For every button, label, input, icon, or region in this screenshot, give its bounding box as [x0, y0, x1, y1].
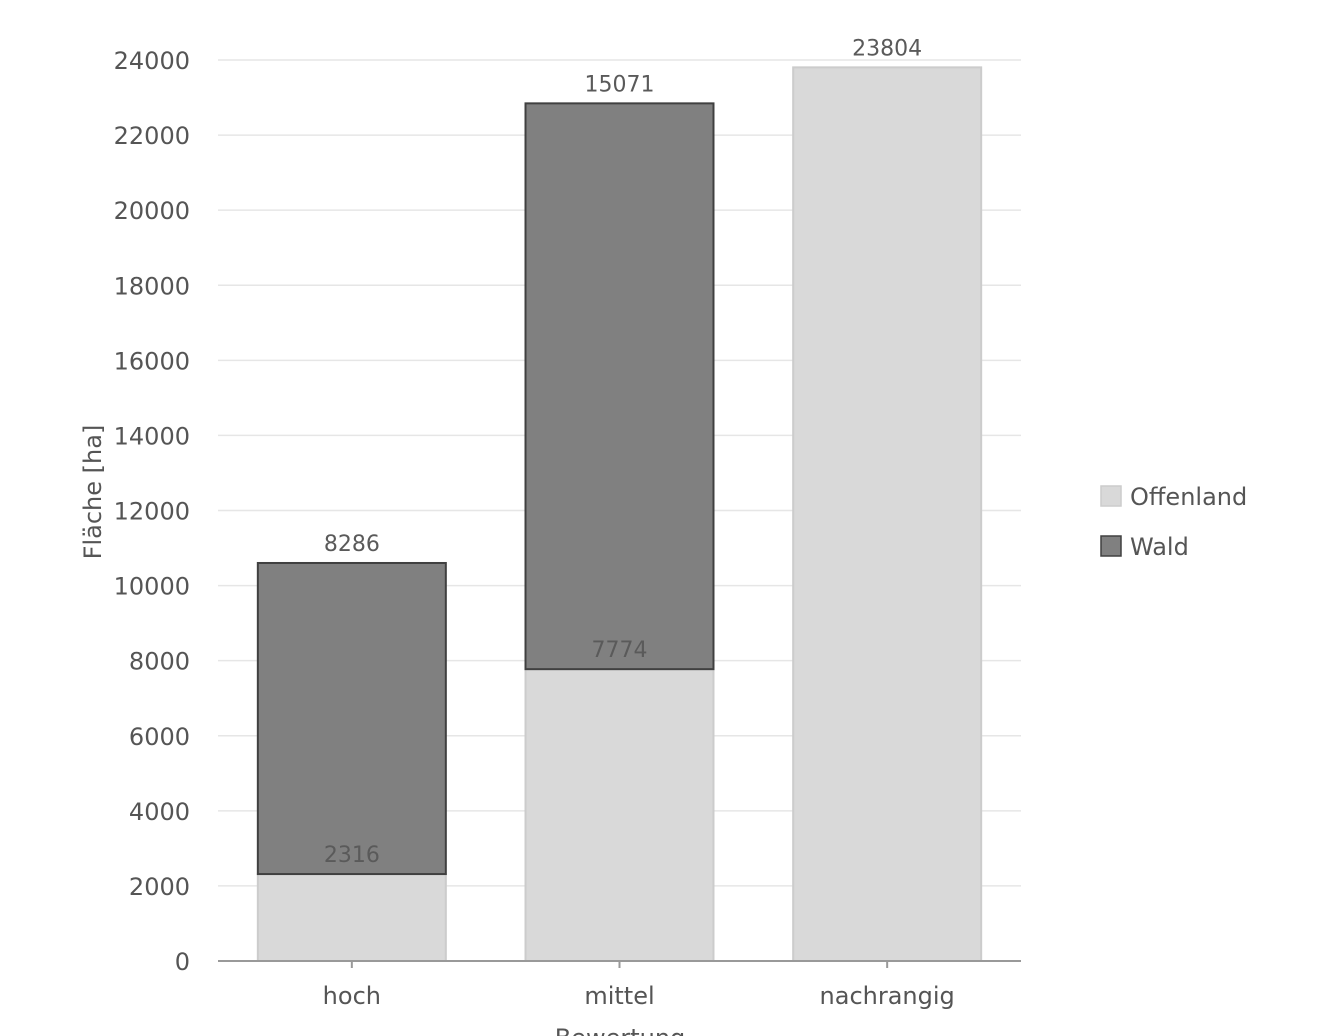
bar-offenland-nachrangig: [792, 66, 983, 963]
y-tick-label: 22000: [114, 122, 190, 150]
y-tick-label: 18000: [114, 272, 190, 300]
y-tick-label: 0: [175, 948, 190, 976]
y-tick-label: 16000: [114, 347, 190, 375]
data-label: 15071: [585, 72, 655, 97]
legend-swatch-offenland: [1100, 485, 1122, 507]
y-tick-label: 8000: [129, 648, 190, 676]
y-tick-label: 20000: [114, 197, 190, 225]
bar-offenland-mittel: [524, 668, 715, 962]
bars: [256, 66, 983, 963]
y-tick-label: 6000: [129, 723, 190, 751]
y-tick-label: 14000: [114, 422, 190, 450]
data-label: 8286: [324, 532, 380, 557]
data-label: 23804: [852, 36, 922, 61]
data-labels: 2316 8286 7774 15071 23804: [324, 36, 922, 868]
y-tick-label: 2000: [129, 873, 190, 901]
y-tick-label: 12000: [114, 498, 190, 526]
y-tick-label: 10000: [114, 573, 190, 601]
legend-label: Wald: [1130, 533, 1189, 561]
x-tick-label: mittel: [584, 982, 654, 1010]
data-label: 7774: [592, 638, 648, 663]
bar-wald-mittel: [524, 102, 715, 671]
data-label: 2316: [324, 843, 380, 868]
legend-label: Offenland: [1130, 483, 1247, 511]
legend-swatch-wald: [1100, 535, 1122, 557]
legend: Offenland Wald: [1100, 483, 1247, 561]
x-tick-label: hoch: [323, 982, 381, 1010]
axes: 0 2000 4000 6000 8000 10000 12000 14000 16000 180…: [114, 47, 1021, 1010]
y-tick-label: 4000: [129, 798, 190, 826]
bar-wald-hoch: [256, 561, 447, 876]
bar-offenland-hoch: [256, 873, 447, 963]
x-tick-label: nachrangig: [820, 982, 955, 1010]
y-tick-label: 24000: [114, 47, 190, 75]
x-axis-title: Bewertung: [555, 1024, 686, 1036]
y-axis-title: Fläche [ha]: [79, 425, 107, 560]
